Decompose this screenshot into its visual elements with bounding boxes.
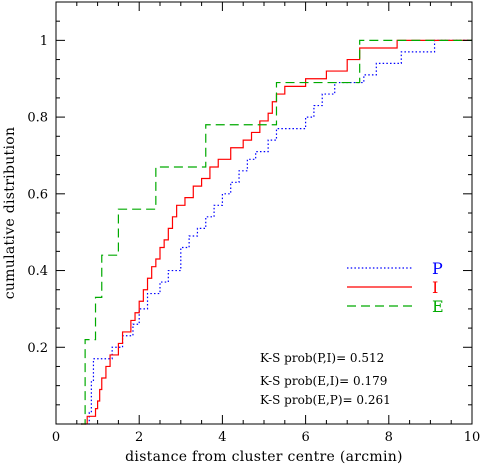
ks-annotation: K-S prob(P,I)= 0.512	[260, 351, 384, 365]
legend-label-E: E	[432, 297, 444, 316]
x-tick-label: 0	[52, 430, 60, 445]
x-tick-label: 10	[464, 430, 481, 445]
ks-annotation: K-S prob(E,P)= 0.261	[260, 393, 391, 407]
y-tick-label: 0.8	[27, 111, 48, 126]
x-tick-label: 6	[301, 430, 309, 445]
y-tick-label: 1	[40, 34, 48, 49]
y-axis-label: cumulative distribution	[2, 127, 18, 300]
legend: PIE	[347, 259, 444, 316]
legend-label-I: I	[432, 278, 438, 297]
x-tick-label: 8	[385, 430, 393, 445]
y-tick-label: 0.4	[27, 264, 48, 279]
series-layer	[80, 39, 472, 425]
series-line-E	[80, 39, 472, 425]
ks-annotations: K-S prob(P,I)= 0.512 K-S prob(E,I)= 0.179…	[260, 351, 391, 407]
legend-label-P: P	[432, 259, 443, 278]
ks-annotation: K-S prob(E,I)= 0.179	[260, 374, 387, 388]
x-tick-label: 4	[218, 430, 226, 445]
y-tick-label: 0.2	[27, 341, 48, 356]
x-tick-label: 2	[135, 430, 143, 445]
y-tick-label: 0.6	[27, 187, 48, 202]
x-axis-label: distance from cluster centre (arcmin)	[125, 449, 403, 465]
